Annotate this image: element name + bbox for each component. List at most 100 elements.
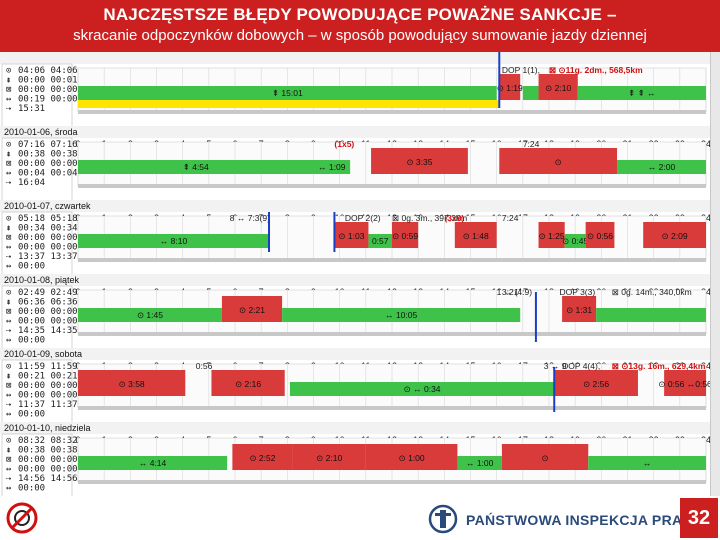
rest-segment[interactable] [368,234,392,248]
summary-box [1,63,73,129]
summary-icon: ⊙ [6,288,11,298]
segment-label: ⊙ 2:52 [249,453,275,463]
summary-icon: ⇞ [6,224,11,234]
drive-segment[interactable] [643,222,706,248]
annotation-label: 3:21 [502,287,519,297]
annotation-label: 7:24 [523,139,540,149]
summary-row: 08:32 08:32 [18,436,78,446]
summary-row: 00:38 00:38 [18,446,78,456]
no-tachograph-sign-icon [6,502,38,534]
annotation-label: DOP 3(3) [559,287,595,297]
drive-segment[interactable] [232,444,293,470]
rest-segment[interactable] [289,382,555,396]
summary-row: 00:00 00:00 [18,455,78,465]
drive-segment[interactable] [499,148,618,174]
summary-row: 11:37 11:37 [18,400,78,410]
segment-label: ⊙ 0:45 [562,236,588,246]
summary-row: 11:59 11:59 [18,362,78,372]
summary-icon: ⊙ [6,66,11,76]
drive-segment[interactable] [538,74,578,100]
slide-subtitle: skracanie odpoczynków dobowych – w sposó… [73,27,647,44]
day-header-strip [0,274,710,286]
segment-label: ⊙ 2:10 [316,453,342,463]
other-work-strip [78,100,500,108]
summary-row: 00:34 00:34 [18,224,78,234]
rest-segment[interactable] [588,456,706,470]
summary-row: 05:18 05:18 [18,214,78,224]
drive-segment[interactable] [334,222,369,248]
summary-icon: ↔ [6,262,12,272]
activity-chart-svg: ⇞ 15:01 ⊙ 1:19 ⊙ 2:10 ⇞ ⇞ ↔ DOP 1(1), ⊠ ⊙11g.… [0,52,712,496]
rest-segment[interactable] [564,234,586,248]
rest-segment[interactable] [577,86,706,100]
drive-segment[interactable] [292,444,366,470]
day-date-label: 2010-01-09, sobota [4,349,82,359]
annotation-label: (1x5) [334,139,354,149]
segment-label: ⇞ 4:54 [183,162,209,172]
drive-segment[interactable] [538,222,565,248]
segment-label: ⊙ 1:03 [338,231,364,241]
day-date-label: 2010-01-10, niedziela [4,423,91,433]
drive-segment[interactable] [664,370,706,396]
summary-icon: ⇢ [6,400,12,410]
summary-icon: ⇞ [6,298,11,308]
annotation-label: ⊠ 0g. 3m., 397,3km [392,213,467,223]
tachograph-activity-chart[interactable]: ⇞ 15:01 ⊙ 1:19 ⊙ 2:10 ⇞ ⇞ ↔ DOP 1(1), ⊠ ⊙11g.… [0,52,720,496]
summary-row: 14:56 14:56 [18,474,78,484]
segment-label: ⇞ ⇞ ↔ [628,88,655,98]
summary-row: 00:19 00:00 [18,95,78,105]
institution-name: PAŃSTWOWA INSPEKCJA PRACY [466,512,703,528]
rest-segment[interactable] [282,308,521,322]
segment-label: ⊙ 2:21 [239,305,265,315]
rest-segment[interactable] [617,160,706,174]
summary-row: 00:00 00:00 [18,391,78,401]
drive-segment[interactable] [585,222,615,248]
summary-row: 04:06 04:06 [18,66,78,76]
segment-label: ⊙ 0:59 [392,231,418,241]
summary-icon: ⇞ [6,76,11,86]
rest-segment[interactable] [596,308,706,322]
rest-segment[interactable] [522,86,539,100]
drive-segment[interactable] [454,222,497,248]
rest-segment[interactable] [313,160,351,174]
drive-segment[interactable] [211,370,285,396]
timeline-strip [78,332,706,336]
summary-box [1,285,73,351]
day-date-label: 2010-01-06, środa [4,127,78,137]
rest-segment[interactable] [78,234,270,248]
slide-footer [0,496,720,540]
drive-segment[interactable] [371,148,468,174]
vertical-scrollbar[interactable] [710,52,720,496]
rest-segment[interactable] [457,456,502,470]
summary-row: 00:00 [18,262,45,272]
summary-icon: ⇞ [6,150,11,160]
summary-icon: ⊠ [6,307,11,317]
summary-row: 00:00 [18,484,45,494]
drive-segment[interactable] [365,444,458,470]
summary-box [1,211,73,277]
segment-label: ↔ 8:10 [160,236,188,246]
timeline-strip [78,184,706,188]
segment-label: ⊙ 2:56 [583,379,609,389]
summary-row: 00:00 00:00 [18,85,78,95]
rest-segment[interactable] [78,456,228,470]
day-header-strip [0,52,710,64]
annotation-label: (3x9) [444,213,464,223]
summary-icon: ⊙ [6,436,11,446]
rest-segment[interactable] [78,308,222,322]
summary-row: 02:49 02:49 [18,288,78,298]
drive-segment[interactable] [562,296,597,322]
annotation-label: ⊠ ⊙13g. 16m., 629,4km [612,361,706,371]
summary-row: 00:00 [18,410,45,420]
drive-segment[interactable] [499,74,521,100]
drive-segment[interactable] [392,222,419,248]
drive-segment[interactable] [221,296,283,322]
drive-segment[interactable] [554,370,638,396]
day-header-strip [0,348,710,360]
summary-row: 00:00 00:00 [18,233,78,243]
segment-label: ⊙ 0:56 [587,231,613,241]
drive-segment[interactable] [78,370,186,396]
rest-segment[interactable] [78,86,497,100]
drive-segment[interactable] [501,444,589,470]
rest-segment[interactable] [78,160,314,174]
